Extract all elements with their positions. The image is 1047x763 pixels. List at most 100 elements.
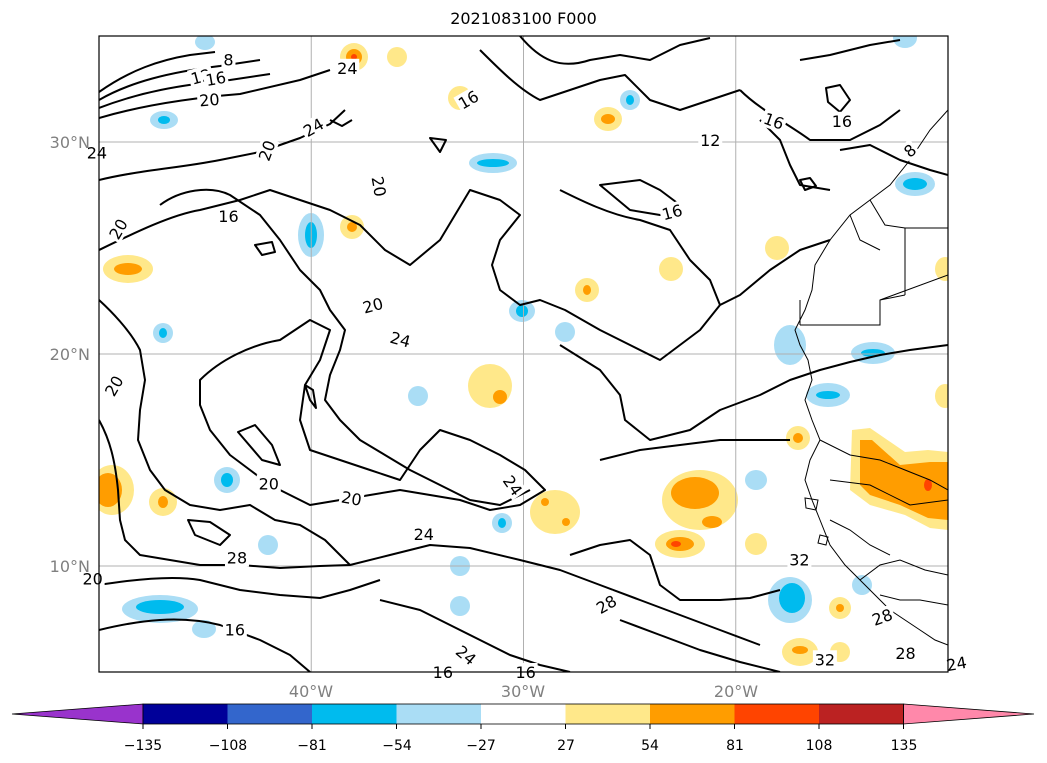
contour-label: 32 <box>789 551 809 570</box>
contour-label-bg <box>658 200 686 224</box>
contour-line <box>559 189 721 306</box>
border-line <box>819 439 948 506</box>
contour-label-bg <box>100 370 128 401</box>
contour-label-bg <box>221 50 236 69</box>
contour-line <box>159 188 531 506</box>
contour-line <box>599 439 790 461</box>
colorbar-swatch <box>396 704 482 724</box>
contour-label: 20 <box>105 216 132 243</box>
contour-line <box>559 344 948 441</box>
contour-line <box>99 69 331 119</box>
warm-patch <box>745 533 767 555</box>
contour-label: 28 <box>227 549 247 568</box>
colorbar-tick: −27 <box>466 738 496 754</box>
contour-label: 24 <box>414 525 434 544</box>
contour-label: 20 <box>82 570 102 589</box>
contour-line <box>254 241 276 256</box>
lon-tick-40w: 40°W <box>289 682 333 701</box>
contour-line <box>839 144 948 176</box>
colorbar-tick: −108 <box>209 738 247 754</box>
contour-label-bg <box>298 113 329 141</box>
contour-label: 16 <box>832 112 852 131</box>
contour-label-bg <box>104 214 132 244</box>
warm-patch <box>765 236 789 260</box>
contour-line <box>304 384 317 409</box>
colorbar-tick: −81 <box>297 738 327 754</box>
blue-patch <box>516 305 528 317</box>
warm-patch <box>671 541 681 547</box>
border-line <box>829 519 948 581</box>
contour-label-bg <box>338 487 365 510</box>
contour-label-bg <box>829 111 854 130</box>
warm-patch <box>347 222 357 232</box>
warm-patch <box>530 490 580 534</box>
warm-patch <box>114 263 142 275</box>
contour-label: 20 <box>259 474 279 493</box>
warm-patch <box>793 433 803 443</box>
contour-line <box>739 89 901 141</box>
contour-line <box>619 619 781 672</box>
colorbar-extend-low <box>11 703 144 725</box>
colorbar-tick: −135 <box>124 738 162 754</box>
contour-label: 24 <box>388 328 413 352</box>
contour-line <box>379 599 571 672</box>
blue-patch <box>903 178 927 190</box>
warm-patch <box>541 498 549 506</box>
colorbar-tick: 135 <box>891 738 918 754</box>
contour-line <box>429 137 447 153</box>
colorbar-tick: 27 <box>557 738 575 754</box>
blue-patch <box>192 620 216 638</box>
contour-line <box>329 119 353 127</box>
coastlines <box>794 109 948 646</box>
contour-line <box>99 51 216 93</box>
map-frame <box>98 35 949 673</box>
lat-tick-10n: 10°N <box>50 557 90 576</box>
blue-patch <box>477 159 509 167</box>
contour-label-bg <box>358 293 387 318</box>
blue-patch <box>816 391 840 399</box>
contour-label-bg <box>224 548 249 567</box>
blue-patch <box>745 470 767 490</box>
blue-patch <box>159 328 167 338</box>
warm-patch <box>702 516 722 528</box>
contour-label: 28 <box>895 644 915 663</box>
warm-patch <box>924 479 932 491</box>
contour-label: 16 <box>204 68 227 90</box>
contour-label: 20 <box>340 488 363 510</box>
island <box>804 497 829 546</box>
blue-patch <box>195 36 215 50</box>
contour-line <box>99 419 761 646</box>
contour-line <box>99 59 261 101</box>
blue-patch <box>258 535 278 555</box>
contour-label-bg <box>698 130 723 149</box>
contour-label: 24 <box>499 472 526 500</box>
warm-patch <box>601 114 615 124</box>
warm-patch <box>387 47 407 67</box>
warm-patch <box>935 257 948 281</box>
contour-label: 8 <box>223 50 233 69</box>
blue-patch <box>779 583 805 613</box>
contour-line <box>759 119 831 191</box>
colorbar-tick: 54 <box>641 738 659 754</box>
coastline-africa <box>794 109 948 646</box>
colorbar-tick: 81 <box>726 738 744 754</box>
contour-label-bg <box>943 652 970 675</box>
warm-patch <box>158 496 168 508</box>
blue-patch <box>498 518 506 528</box>
contour-line <box>569 539 781 601</box>
contour-label: 24 <box>452 642 480 670</box>
contour-lines <box>99 36 948 672</box>
colorbar-swatch <box>481 704 566 724</box>
colorbar-tick: −54 <box>382 738 412 754</box>
contour-label-bg <box>498 470 528 501</box>
contour-label-bg <box>787 550 812 569</box>
warm-patch <box>860 440 948 520</box>
lon-tick-20w: 20°W <box>714 682 758 701</box>
colorbar-extend-high <box>903 703 1035 725</box>
contour-label: 24 <box>337 59 357 78</box>
map-gridlines <box>99 36 948 672</box>
contour-label-bg <box>335 58 360 77</box>
warm-patch <box>836 604 844 612</box>
contour-label-bg <box>84 143 109 162</box>
